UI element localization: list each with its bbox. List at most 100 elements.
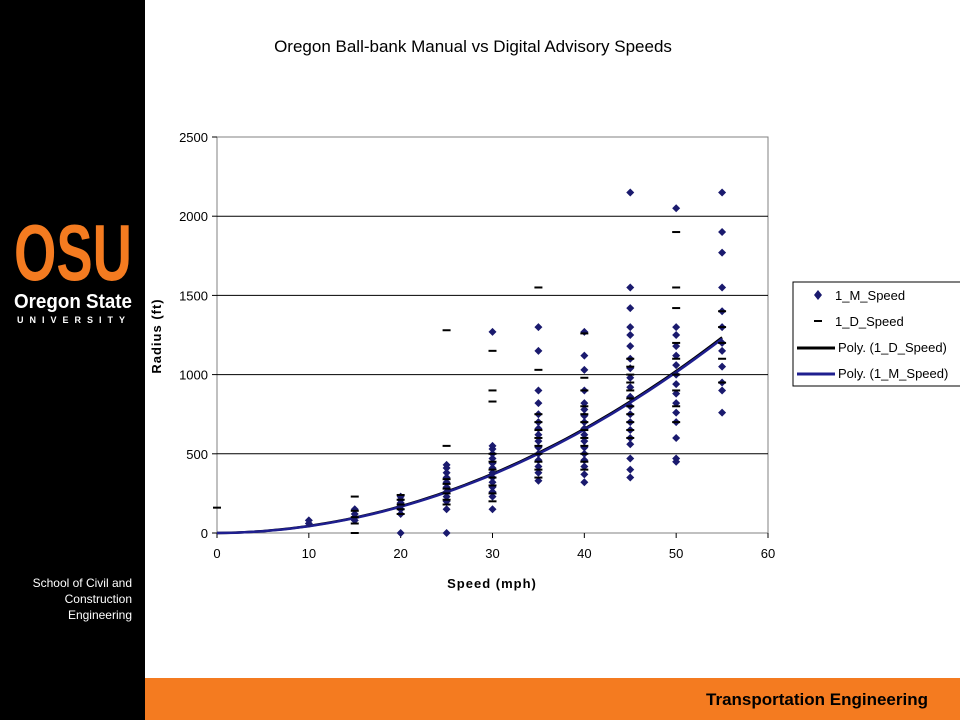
data-point-manual (488, 468, 497, 477)
x-axis-label: Speed (mph) (447, 576, 537, 591)
x-tick-label: 10 (302, 546, 316, 561)
data-point-manual (626, 440, 635, 449)
data-point-manual (488, 505, 497, 514)
data-point-manual (534, 468, 543, 477)
data-point-manual (672, 399, 681, 408)
legend-label-digital-fit: Poly. (1_D_Speed) (838, 340, 947, 355)
data-point-manual (580, 365, 589, 374)
data-point-manual (718, 188, 727, 197)
data-point-manual (626, 342, 635, 351)
data-point-manual (534, 399, 543, 408)
y-axis-ticks: 0 500 1000 1500 2000 2500 (179, 130, 217, 541)
x-tick-label: 50 (669, 546, 683, 561)
data-point-manual (626, 188, 635, 197)
data-point-manual (488, 441, 497, 450)
data-point-manual (534, 462, 543, 471)
x-tick-label: 0 (213, 546, 220, 561)
chart-title: Oregon Ball-bank Manual vs Digital Advis… (274, 37, 672, 56)
y-tick-label: 500 (186, 447, 208, 462)
data-point-manual (718, 346, 727, 355)
data-point-manual (580, 478, 589, 487)
data-point-manual (534, 323, 543, 332)
trendline (216, 337, 723, 535)
data-point-manual (626, 283, 635, 292)
x-tick-label: 20 (393, 546, 407, 561)
data-point-manual (626, 331, 635, 339)
data-point-manual (580, 399, 589, 408)
data-point-manual (534, 346, 543, 355)
footer-title: Transportation Engineering (706, 690, 928, 709)
data-points (213, 188, 727, 537)
data-point-manual (626, 323, 635, 332)
data-point-manual (350, 509, 359, 518)
legend: 1_M_Speed 1_D_Speed Poly. (1_D_Speed) Po… (792, 281, 960, 387)
data-point-manual (672, 454, 681, 463)
data-point-manual (718, 228, 727, 237)
data-point-manual (488, 492, 497, 501)
x-tick-label: 40 (577, 546, 591, 561)
data-point-manual (304, 516, 313, 525)
data-point-manual (718, 283, 727, 292)
y-tick-label: 2500 (179, 130, 208, 145)
trendlines (216, 336, 723, 535)
data-point-manual (442, 492, 451, 501)
data-point-manual (488, 454, 497, 463)
data-point-manual (534, 430, 543, 439)
data-point-manual (442, 529, 451, 537)
data-point-manual (488, 327, 497, 336)
y-tick-label: 2000 (179, 209, 208, 224)
logo-university: UNIVERSITY (17, 315, 129, 325)
y-tick-label: 0 (201, 526, 208, 541)
data-point-manual (626, 304, 635, 313)
data-point-manual (534, 386, 543, 395)
data-point-manual (672, 342, 681, 351)
data-point-manual (718, 362, 727, 371)
data-point-manual (672, 380, 681, 389)
data-point-manual (580, 470, 589, 479)
data-point-manual (672, 433, 681, 442)
data-point-manual (580, 430, 589, 439)
data-point-manual (672, 351, 681, 360)
data-point-manual (626, 373, 635, 382)
footer-bar: Transportation Engineering (145, 678, 960, 720)
data-point-manual (534, 437, 543, 446)
data-point-manual (672, 389, 681, 398)
data-point-manual (580, 437, 589, 446)
data-point-manual (580, 351, 589, 360)
logo-subtitle: Oregon State (14, 291, 132, 313)
legend-label-manual: 1_M_Speed (835, 288, 905, 303)
x-tick-label: 60 (761, 546, 775, 561)
data-point-manual (672, 331, 681, 339)
legend-label-manual-fit: Poly. (1_M_Speed) (838, 366, 948, 381)
legend-label-digital: 1_D_Speed (835, 314, 904, 329)
data-point-manual (672, 204, 681, 213)
data-point-manual (672, 361, 681, 370)
data-point-manual (580, 405, 589, 414)
data-point-manual (442, 505, 451, 514)
data-point-manual (672, 408, 681, 417)
y-axis-label: Radius (ft) (149, 298, 164, 373)
x-axis-ticks: 0 10 20 30 40 50 60 (213, 533, 775, 561)
data-point-manual (672, 323, 681, 332)
data-point-manual (718, 248, 727, 257)
data-point-manual (534, 476, 543, 485)
data-point-manual (626, 473, 635, 482)
legend-box (792, 281, 960, 387)
data-point-manual (442, 460, 451, 469)
y-tick-label: 1500 (179, 288, 208, 303)
data-point-manual (488, 478, 497, 487)
department-label: School of Civil and Construction Enginee… (32, 576, 132, 622)
osu-logo: OSU Oregon State UNIVERSITY (14, 208, 132, 325)
data-point-manual (396, 529, 405, 537)
data-point-manual (580, 462, 589, 471)
legend-marker-manual (814, 290, 822, 300)
data-point-manual (718, 408, 727, 417)
x-tick-label: 30 (485, 546, 499, 561)
y-tick-label: 1000 (179, 368, 208, 383)
data-point-manual (626, 465, 635, 474)
data-point-manual (626, 383, 635, 392)
data-point-manual (442, 468, 451, 477)
logo-wordmark: OSU (14, 208, 132, 297)
sidebar: OSU Oregon State UNIVERSITY School of Ci… (0, 0, 145, 720)
data-point-manual (718, 386, 727, 395)
